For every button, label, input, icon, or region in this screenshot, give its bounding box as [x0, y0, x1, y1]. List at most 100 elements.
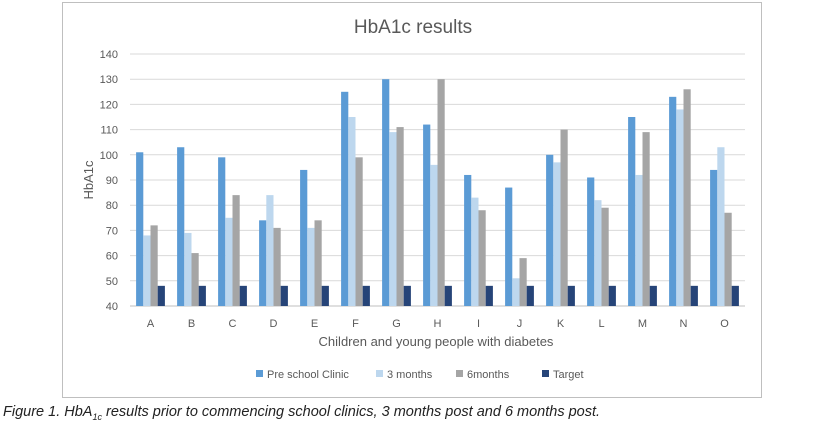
- y-tick-label: 90: [106, 175, 118, 187]
- bar-E-3: [321, 285, 329, 306]
- y-tick-labels: 40 50 60 70 80 90 100 110 120 130 140: [100, 49, 118, 313]
- bar-J-2: [519, 258, 527, 306]
- bar-F-2: [355, 157, 363, 306]
- legend-label: Target: [553, 369, 584, 381]
- bar-B-3: [198, 285, 206, 306]
- bar-E-2: [314, 220, 322, 306]
- bar-N-0: [669, 96, 677, 306]
- bar-O-1: [717, 147, 725, 306]
- bar-B-1: [184, 232, 192, 306]
- bar-F-3: [362, 285, 370, 306]
- legend-label: 3 months: [387, 369, 433, 381]
- bar-C-1: [225, 217, 233, 306]
- caption-suffix: results prior to commencing school clini…: [101, 404, 601, 420]
- bar-A-3: [157, 285, 165, 306]
- x-tick-label: J: [517, 318, 523, 330]
- bar-A-2: [150, 225, 158, 306]
- x-tick-label: M: [638, 318, 647, 330]
- bar-E-1: [307, 227, 315, 306]
- legend-label: 6months: [467, 369, 510, 381]
- bar-K-2: [560, 129, 568, 306]
- bar-C-3: [239, 285, 247, 306]
- x-tick-label: I: [477, 318, 480, 330]
- y-axis-label: HbA1c: [81, 160, 96, 200]
- bar-C-0: [218, 157, 226, 306]
- bar-L-1: [594, 200, 602, 306]
- bar-M-1: [635, 174, 643, 306]
- caption-prefix: Figure 1. HbA: [3, 404, 93, 420]
- y-tick-label: 60: [106, 251, 118, 263]
- x-tick-label: O: [720, 318, 729, 330]
- legend-swatch-3: [542, 370, 549, 377]
- bar-O-3: [731, 285, 739, 306]
- bar-H-2: [437, 79, 445, 306]
- chart-frame: HbA1c results 40 50 60 70 80 90 100 110 120 130 14…: [62, 2, 762, 398]
- bar-O-2: [724, 212, 732, 306]
- bar-M-2: [642, 132, 650, 306]
- y-tick-label: 50: [106, 276, 118, 288]
- bar-C-2: [232, 195, 240, 306]
- bar-M-3: [649, 285, 657, 306]
- legend-swatch-2: [456, 370, 463, 377]
- y-tick-label: 110: [100, 125, 118, 137]
- x-axis-label: Children and young people with diabetes: [319, 334, 554, 349]
- legend-label: Pre school Clinic: [267, 369, 349, 381]
- bar-J-1: [512, 278, 520, 306]
- y-tick-label: 40: [106, 301, 118, 313]
- bar-D-0: [259, 220, 267, 306]
- bar-J-3: [526, 285, 534, 306]
- bar-L-3: [608, 285, 616, 306]
- y-tick-label: 80: [106, 200, 118, 212]
- legend-swatch-0: [256, 370, 263, 377]
- x-tick-label: A: [147, 318, 155, 330]
- bar-G-2: [396, 127, 404, 306]
- bar-L-2: [601, 207, 609, 306]
- x-tick-label: G: [392, 318, 401, 330]
- bar-E-0: [300, 169, 308, 306]
- bar-H-3: [444, 285, 452, 306]
- bar-O-0: [710, 169, 718, 306]
- hba1c-bar-chart: HbA1c results 40 50 60 70 80 90 100 110 120 130 14…: [81, 17, 745, 381]
- bar-D-2: [273, 227, 281, 306]
- x-tick-labels: A B C D E F G H I J K L M N O: [147, 318, 729, 330]
- bar-I-3: [485, 285, 493, 306]
- bar-I-1: [471, 197, 479, 306]
- y-tick-label: 100: [100, 150, 118, 162]
- x-tick-label: N: [680, 318, 688, 330]
- bar-N-3: [690, 285, 698, 306]
- bar-K-3: [567, 285, 575, 306]
- bars: [136, 79, 739, 306]
- bar-A-0: [136, 152, 144, 306]
- bar-N-2: [683, 89, 691, 306]
- bar-K-0: [546, 154, 554, 306]
- x-tick-label: L: [598, 318, 604, 330]
- bar-F-0: [341, 91, 349, 306]
- bar-N-1: [676, 109, 684, 306]
- bar-H-0: [423, 124, 431, 306]
- bar-D-1: [266, 195, 274, 306]
- bar-F-1: [348, 117, 356, 306]
- bar-L-0: [587, 177, 595, 306]
- y-tick-label: 70: [106, 225, 118, 237]
- y-tick-label: 140: [100, 49, 118, 61]
- bar-G-0: [382, 79, 390, 306]
- bar-J-0: [505, 187, 513, 306]
- x-tick-label: H: [434, 318, 442, 330]
- x-tick-label: B: [188, 318, 195, 330]
- bar-K-1: [553, 162, 561, 306]
- y-tick-label: 130: [100, 74, 118, 86]
- legend: Pre school Clinic 3 months 6months Target: [256, 369, 584, 381]
- chart-title: HbA1c results: [354, 17, 472, 38]
- legend-swatch-1: [376, 370, 383, 377]
- bar-I-0: [464, 174, 472, 306]
- figure-caption: Figure 1. HbA1c results prior to commenc…: [3, 404, 823, 422]
- x-tick-label: E: [311, 318, 318, 330]
- x-tick-label: C: [229, 318, 237, 330]
- y-tick-label: 120: [100, 99, 118, 111]
- bar-G-1: [389, 132, 397, 306]
- x-tick-label: K: [557, 318, 565, 330]
- bar-A-1: [143, 235, 151, 306]
- x-tick-label: D: [270, 318, 278, 330]
- bar-G-3: [403, 285, 411, 306]
- bar-H-1: [430, 164, 438, 306]
